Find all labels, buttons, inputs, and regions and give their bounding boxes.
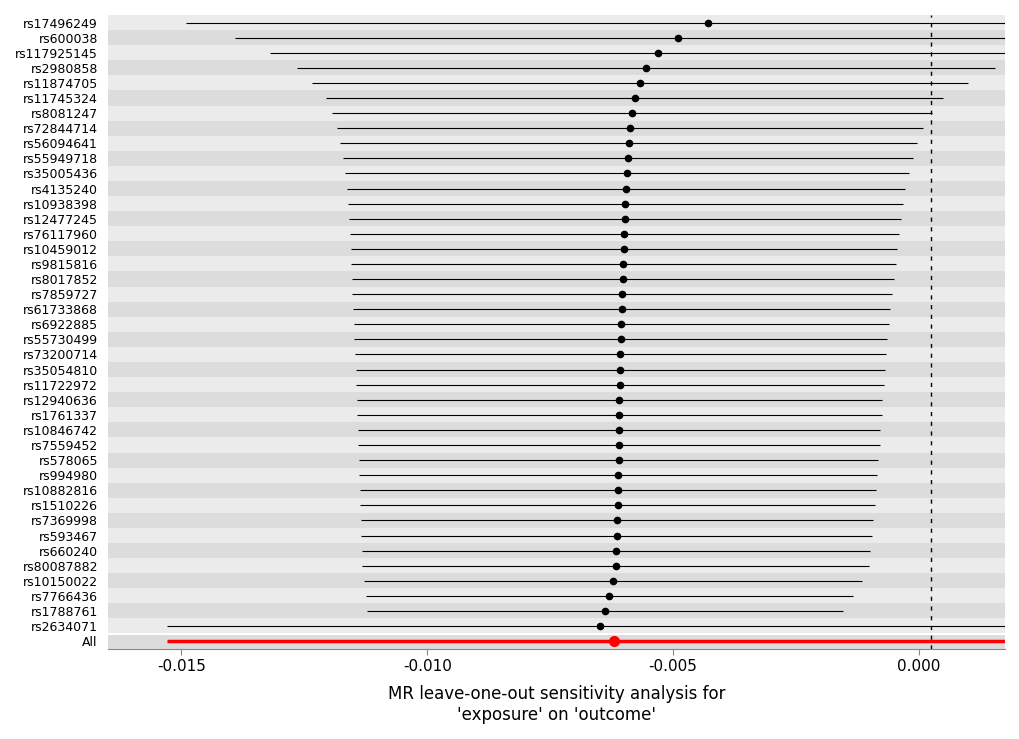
Bar: [107, 151, 1004, 166]
X-axis label: MR leave-one-out sensitivity analysis for
'exposure' on 'outcome': MR leave-one-out sensitivity analysis fo…: [387, 685, 725, 724]
Bar: [107, 120, 1004, 136]
Bar: [107, 302, 1004, 317]
Bar: [107, 90, 1004, 106]
Bar: [107, 423, 1004, 437]
Bar: [107, 633, 1004, 649]
Bar: [107, 226, 1004, 242]
Bar: [107, 347, 1004, 362]
Bar: [107, 452, 1004, 468]
Bar: [107, 15, 1004, 30]
Bar: [107, 619, 1004, 633]
Bar: [107, 528, 1004, 543]
Bar: [107, 483, 1004, 498]
Bar: [107, 392, 1004, 407]
Bar: [107, 75, 1004, 90]
Bar: [107, 196, 1004, 211]
Bar: [107, 181, 1004, 196]
Bar: [107, 287, 1004, 302]
Bar: [107, 30, 1004, 45]
Bar: [107, 242, 1004, 256]
Bar: [107, 604, 1004, 619]
Bar: [107, 468, 1004, 483]
Bar: [107, 61, 1004, 75]
Bar: [107, 166, 1004, 181]
Bar: [107, 45, 1004, 61]
Bar: [107, 573, 1004, 588]
Bar: [107, 558, 1004, 573]
Bar: [107, 498, 1004, 513]
Bar: [107, 332, 1004, 347]
Bar: [107, 437, 1004, 452]
Bar: [107, 106, 1004, 120]
Bar: [107, 377, 1004, 392]
Bar: [107, 588, 1004, 604]
Bar: [107, 317, 1004, 332]
Bar: [107, 211, 1004, 226]
Bar: [107, 513, 1004, 528]
Bar: [107, 256, 1004, 271]
Bar: [107, 271, 1004, 287]
Bar: [107, 543, 1004, 558]
Bar: [107, 136, 1004, 151]
Bar: [107, 362, 1004, 377]
Bar: [107, 407, 1004, 423]
